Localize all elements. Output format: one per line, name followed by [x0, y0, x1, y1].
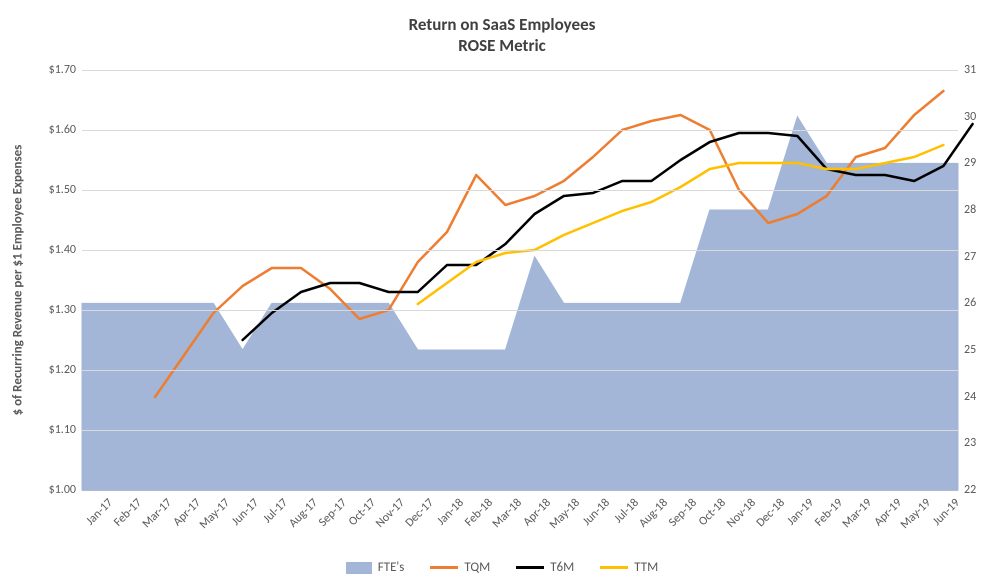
plot-area: $ of Recurring Revenue per $1 Employee E…	[82, 70, 958, 491]
x-tick-label: Feb-19	[813, 496, 847, 530]
y-left-tick-label: $1.40	[49, 243, 82, 257]
gridline	[82, 430, 958, 431]
legend-label-fte: FTE's	[378, 560, 405, 575]
y-right-tick-label: 29	[958, 156, 976, 170]
chart-container: Return on SaaS Employees ROSE Metric $ o…	[0, 0, 1004, 583]
x-tick-label: Aug-17	[286, 496, 320, 530]
legend-swatch-t6m	[516, 566, 544, 569]
chart-title-line1: Return on SaaS Employees	[0, 14, 1004, 35]
legend-item-tqm: TQM	[430, 560, 490, 575]
x-tick-label: Jan-19	[785, 496, 817, 528]
y-right-tick-label: 30	[958, 110, 976, 124]
y-right-tick-label: 27	[958, 250, 976, 264]
y-left-tick-label: $1.00	[49, 483, 82, 497]
x-tick-label: Jan-17	[84, 496, 116, 528]
legend-item-fte: FTE's	[346, 560, 405, 575]
y-left-tick-label: $1.60	[49, 123, 82, 137]
x-tick-label: Aug-18	[637, 496, 671, 530]
x-tick-label: Dec-17	[403, 496, 437, 530]
x-tick-label: Oct-17	[346, 496, 379, 529]
legend-item-t6m: T6M	[516, 560, 574, 575]
chart-title-line2: ROSE Metric	[0, 35, 1004, 56]
x-tick-label: Jun-19	[930, 496, 963, 529]
y-right-tick-label: 31	[958, 63, 976, 77]
x-tick-label: Mar-19	[840, 496, 875, 531]
gridline	[82, 70, 958, 71]
x-tick-label: Mar-18	[490, 496, 525, 531]
series-t6m-line	[243, 124, 973, 340]
y-right-tick-label: 28	[958, 203, 976, 217]
y-left-tick-label: $1.70	[49, 63, 82, 77]
legend-swatch-fte	[346, 562, 372, 574]
x-tick-label: May-17	[197, 496, 233, 532]
chart-title-block: Return on SaaS Employees ROSE Metric	[0, 14, 1004, 57]
legend: FTE's TQM T6M TTM	[0, 560, 1004, 575]
legend-label-ttm: TTM	[634, 560, 658, 575]
legend-label-t6m: T6M	[550, 560, 574, 575]
y-right-tick-label: 26	[958, 296, 976, 310]
y-left-tick-label: $1.10	[49, 423, 82, 437]
series-tqm-line	[155, 91, 943, 397]
x-tick-label: Jun-17	[229, 496, 262, 529]
series-ttm-line	[418, 145, 944, 304]
x-tick-label: Sep-18	[666, 496, 700, 530]
y-right-tick-label: 23	[958, 436, 976, 450]
x-tick-label: Jan-18	[434, 496, 466, 528]
x-tick-label: Nov-18	[724, 496, 759, 531]
legend-swatch-ttm	[600, 566, 628, 569]
gridline	[82, 130, 958, 131]
x-tick-label: Feb-18	[462, 496, 496, 530]
legend-swatch-tqm	[430, 566, 458, 569]
y-left-axis-title: $ of Recurring Revenue per $1 Employee E…	[11, 145, 26, 416]
x-tick-label: Oct-18	[696, 496, 729, 529]
y-left-tick-label: $1.20	[49, 363, 82, 377]
y-right-tick-label: 22	[958, 483, 976, 497]
y-right-tick-label: 24	[958, 390, 976, 404]
y-left-tick-label: $1.50	[49, 183, 82, 197]
x-tick-label: Nov-17	[374, 496, 409, 531]
x-tick-label: Mar-17	[139, 496, 174, 531]
x-tick-label: Feb-17	[112, 496, 146, 530]
lines-layer	[82, 70, 958, 490]
x-tick-label: Jun-18	[580, 496, 613, 529]
legend-item-ttm: TTM	[600, 560, 658, 575]
x-tick-label: Dec-18	[754, 496, 788, 530]
x-tick-label: May-18	[547, 496, 583, 532]
gridline	[82, 250, 958, 251]
gridline	[82, 190, 958, 191]
legend-label-tqm: TQM	[464, 560, 490, 575]
y-right-tick-label: 25	[958, 343, 976, 357]
gridline	[82, 310, 958, 311]
x-tick-label: Sep-17	[316, 496, 350, 530]
y-left-tick-label: $1.30	[49, 303, 82, 317]
gridline	[82, 370, 958, 371]
x-tick-label: May-19	[898, 496, 934, 532]
